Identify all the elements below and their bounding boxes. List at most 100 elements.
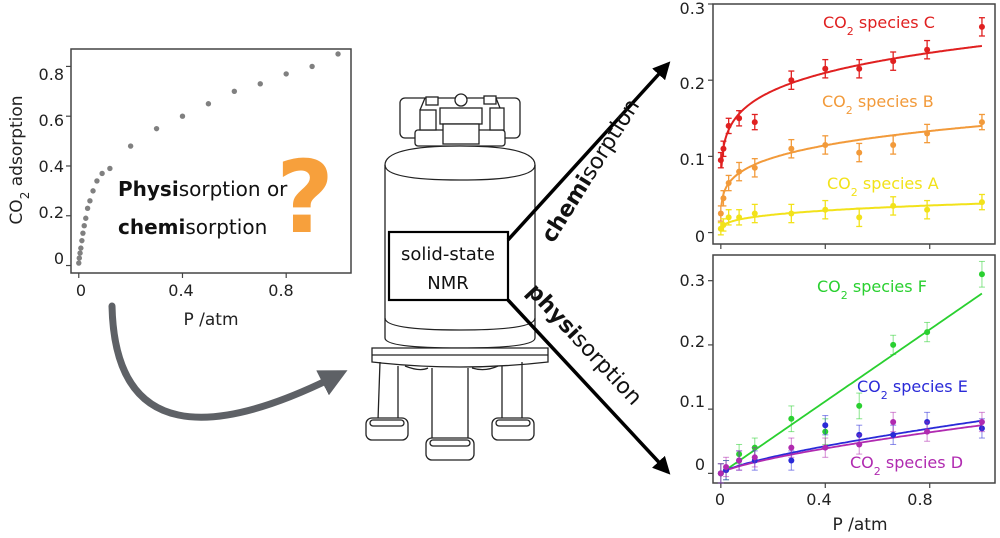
chemi-point [736, 168, 743, 175]
chemi-point [822, 65, 829, 72]
physi-ytick-0: 0 [695, 455, 705, 474]
species-f-label: CO2 species F [817, 277, 927, 302]
species-b-label: CO2 species B [822, 92, 934, 117]
physi-xlabel: P /atm [832, 515, 887, 535]
chemi-point [717, 157, 724, 164]
isotherm-ticks [66, 65, 287, 278]
physi-point [788, 457, 795, 464]
isotherm-point [77, 250, 83, 256]
physi-point [736, 457, 743, 464]
physi-xtick-2: 0.8 [907, 490, 932, 509]
physi-fit-line-0 [720, 292, 983, 475]
chemi-ytick-1: 0.1 [680, 150, 705, 169]
chemi-point [978, 199, 985, 206]
isotherm-ytick-3: 0.6 [39, 111, 64, 130]
species-d-label: CO2 species D [850, 453, 963, 478]
chemi-point [924, 46, 931, 53]
isotherm-points [76, 51, 341, 266]
curved-arrow-icon [108, 302, 348, 421]
chemi-point [720, 195, 727, 202]
chemi-fit-line-0 [720, 44, 983, 168]
chemi-point [890, 141, 897, 148]
isotherm-point [153, 125, 160, 132]
chemi-point [890, 202, 897, 209]
isotherm-point [84, 205, 91, 211]
question-mark-icon: ? [276, 139, 334, 256]
physi-point [890, 418, 897, 425]
physi-xtick-0: 0 [715, 490, 725, 509]
chemi-point [856, 214, 863, 221]
chemi-point [736, 115, 743, 122]
isotherm-point [80, 230, 86, 236]
chemi-point [788, 77, 795, 84]
physi-ytick-1: 0.1 [680, 392, 705, 411]
chemi-point [978, 23, 985, 30]
chemi-point [725, 180, 732, 187]
nmr-label-line-2: NMR [427, 273, 469, 294]
chemi-point [856, 65, 863, 72]
isotherm-point [309, 63, 315, 70]
isotherm-point [79, 237, 85, 244]
physi-point [890, 341, 897, 348]
isotherm-point [257, 81, 263, 87]
chemi-point [978, 119, 985, 126]
physi-ytick-2: 0.2 [680, 332, 705, 351]
isotherm-point [231, 88, 238, 95]
chemisorption-arrow-icon [506, 61, 671, 242]
chemi-point [725, 122, 732, 129]
chemisorption-ticks [708, 3, 931, 249]
chemi-point [751, 119, 758, 126]
physi-point [978, 271, 985, 278]
chemisorption-label: chemisorption [537, 95, 645, 247]
isotherm-point [205, 101, 212, 107]
physi-point [856, 402, 863, 409]
isotherm-xtick-0: 0 [76, 281, 86, 300]
isotherm-point [83, 215, 89, 221]
chemisorption-plot [717, 17, 985, 236]
physisorption-arrow-icon [506, 298, 671, 475]
isotherm-point [90, 188, 96, 194]
isotherm-point [76, 260, 82, 266]
chemi-ytick-2: 0.2 [680, 74, 705, 93]
chemi-point [822, 206, 829, 213]
chemi-point [720, 145, 727, 152]
isotherm-point [99, 170, 105, 177]
isotherm-point [127, 143, 134, 149]
chemi-point [751, 210, 758, 217]
isotherm-point [283, 71, 289, 77]
isotherm-xtick-1: 0.4 [168, 281, 193, 300]
physi-point [822, 444, 829, 451]
chemi-point [890, 58, 897, 65]
chemi-point [788, 145, 795, 152]
physisorption-frame [712, 254, 996, 484]
isotherm-point [76, 255, 82, 261]
chemi-point [924, 206, 931, 213]
isotherm-xlabel: P /atm [183, 310, 238, 330]
chemi-point [751, 164, 758, 171]
isotherm-xtick-2: 0.8 [268, 281, 293, 300]
nmr-label-box [387, 230, 510, 302]
physi-xtick-1: 0.4 [806, 490, 831, 509]
isotherm-ytick-4: 0.8 [39, 65, 64, 84]
isotherm-frame [70, 48, 352, 274]
isotherm-point [94, 178, 100, 184]
nmr-label-line-1: solid-state [401, 244, 495, 265]
isotherm-panel: 0 0.4 0.8 0 0.2 0.4 0.6 0.8 P /atm CO2 a… [7, 48, 352, 330]
chemi-fit-line-2 [720, 202, 982, 229]
physi-point [788, 415, 795, 422]
physi-point [924, 329, 931, 336]
chemi-point [717, 210, 724, 217]
physi-point [751, 454, 758, 461]
species-c-label: CO2 species C [823, 13, 935, 38]
isotherm-ytick-2: 0.4 [39, 157, 64, 176]
question-line-2: chemisorption [118, 215, 267, 239]
chemi-fit-line-1 [720, 124, 982, 206]
species-a-label: CO2 species A [827, 174, 939, 199]
isotherm-point [179, 113, 186, 119]
isotherm-ytick-1: 0.2 [39, 203, 64, 222]
physisorption-panel: 0 0.1 0.2 0.3 0 0.4 0.8 P /atm CO2 speci… [680, 254, 996, 535]
chemisorption-panel: 0 0.1 0.2 0.3 CO2 species C CO2 species … [680, 0, 996, 249]
isotherm-ytick-0: 0 [54, 249, 64, 268]
chemi-point [725, 214, 732, 221]
